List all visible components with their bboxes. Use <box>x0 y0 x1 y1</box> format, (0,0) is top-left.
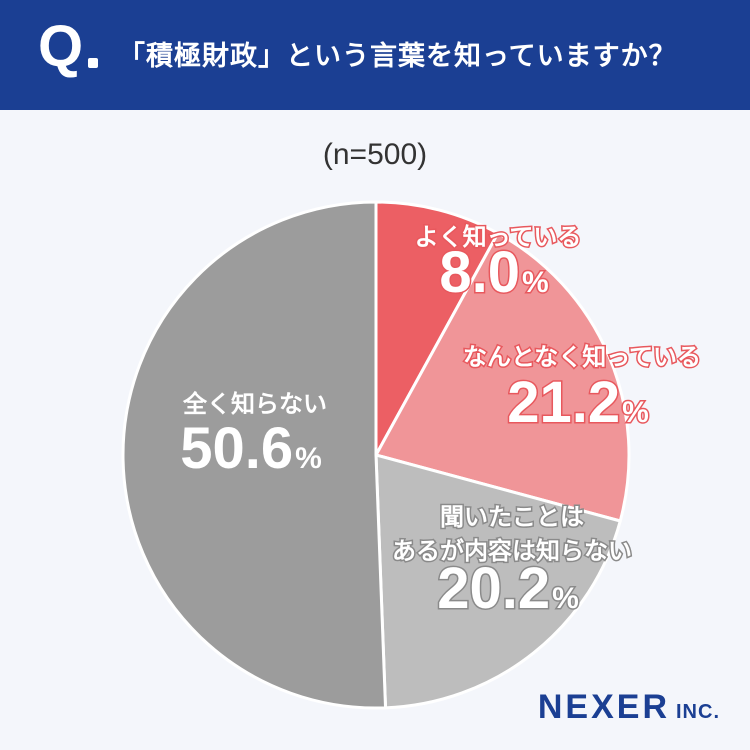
slice-value-number: 20.2 <box>437 556 550 621</box>
question-header: Q 「積極財政」という言葉を知っていますか？ <box>0 0 750 110</box>
sample-size: (n=500) <box>322 138 428 171</box>
pie-slice <box>374 200 500 457</box>
slice-label: よく知っている <box>415 223 582 251</box>
pie-slice <box>374 453 622 710</box>
logo-sub: INC. <box>676 701 720 723</box>
question-title: 「積極財政」という言葉を知っていますか？ <box>118 41 677 72</box>
slice-value: 8.0% <box>439 240 548 305</box>
slice-label: 全く知らない <box>182 390 327 418</box>
slice-label: なんとなく知っている <box>463 343 701 371</box>
slice-value-number: 21.2 <box>507 370 620 435</box>
slice-value-number: 50.6 <box>180 416 293 481</box>
pie-slices <box>121 200 631 710</box>
slice-value-unit: % <box>552 582 579 615</box>
slice-value: 20.2% <box>437 556 579 621</box>
pie-slice <box>121 200 388 710</box>
slice-label: 聞いたことは <box>440 503 584 531</box>
q-dot <box>88 58 98 68</box>
pie-slice <box>374 231 631 523</box>
slice-value-unit: % <box>622 396 649 429</box>
slice-value-number: 8.0 <box>439 240 520 305</box>
q-mark: Q <box>38 14 84 79</box>
logo-main: NEXER <box>537 688 670 726</box>
slice-value-unit: % <box>522 266 549 299</box>
slice-label: あるが内容は知らない <box>392 537 632 565</box>
slice-value: 50.6% <box>180 416 322 481</box>
slice-value-unit: % <box>295 442 322 475</box>
slice-value: 21.2% <box>507 370 649 435</box>
company-logo: NEXER INC. <box>538 688 720 727</box>
